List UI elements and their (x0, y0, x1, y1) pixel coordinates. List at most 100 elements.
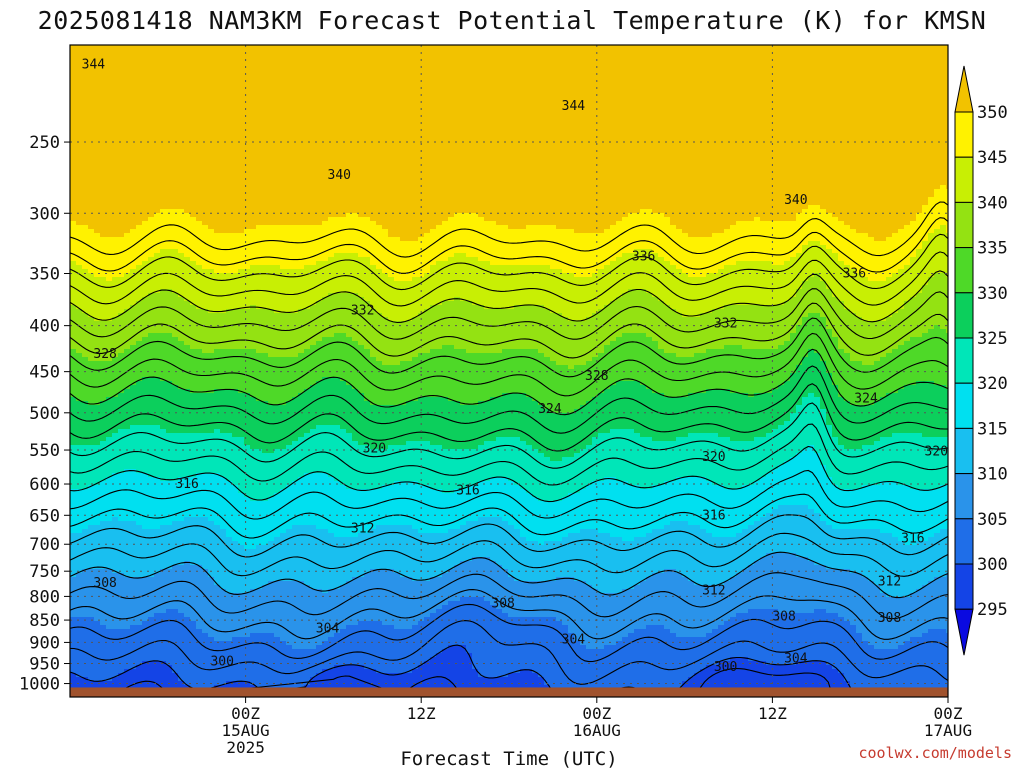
field-cell (820, 117, 827, 122)
field-cell (688, 165, 695, 170)
field-cell (646, 129, 653, 134)
field-cell (532, 81, 539, 86)
field-cell (184, 49, 191, 54)
field-cell (670, 81, 677, 86)
field-cell (772, 117, 779, 122)
field-cell (892, 121, 899, 126)
field-cell (316, 57, 323, 62)
field-cell (784, 93, 791, 98)
field-cell (298, 129, 305, 134)
field-cell (628, 89, 635, 94)
field-cell (430, 125, 437, 130)
field-cell (652, 53, 659, 58)
field-cell (748, 113, 755, 118)
field-cell (400, 145, 407, 150)
field-cell (748, 153, 755, 158)
field-cell (676, 141, 683, 146)
field-cell (136, 89, 143, 94)
field-cell (622, 173, 629, 178)
field-cell (556, 117, 563, 122)
field-cell (88, 169, 95, 174)
field-cell (886, 109, 893, 114)
field-cell (316, 121, 323, 126)
field-cell (460, 81, 467, 86)
field-cell (616, 133, 623, 138)
field-cell (676, 121, 683, 126)
field-cell (904, 173, 911, 178)
field-cell (802, 77, 809, 82)
field-cell (688, 97, 695, 102)
field-cell (172, 49, 179, 54)
field-cell (898, 81, 905, 86)
field-cell (916, 117, 923, 122)
field-cell (574, 145, 581, 150)
field-cell (82, 153, 89, 158)
field-cell (448, 141, 455, 146)
field-cell (784, 109, 791, 114)
field-cell (904, 93, 911, 98)
field-cell (772, 177, 779, 182)
field-cell (226, 137, 233, 142)
field-cell (82, 93, 89, 98)
field-cell (268, 105, 275, 110)
field-cell (388, 129, 395, 134)
field-cell (154, 157, 161, 162)
field-cell (916, 93, 923, 98)
field-cell (340, 101, 347, 106)
field-cell (238, 133, 245, 138)
field-cell (682, 93, 689, 98)
field-cell (358, 77, 365, 82)
field-cell (760, 93, 767, 98)
field-cell (442, 137, 449, 142)
field-cell (274, 133, 281, 138)
field-cell (112, 101, 119, 106)
field-cell (544, 149, 551, 154)
field-cell (490, 61, 497, 66)
field-cell (886, 153, 893, 158)
field-cell (802, 81, 809, 86)
field-cell (214, 57, 221, 62)
field-cell (490, 157, 497, 162)
field-cell (196, 77, 203, 82)
field-cell (316, 173, 323, 178)
field-cell (418, 173, 425, 178)
field-cell (676, 105, 683, 110)
field-cell (460, 113, 467, 118)
field-cell (766, 89, 773, 94)
field-cell (808, 165, 815, 170)
field-cell (814, 77, 821, 82)
field-cell (418, 157, 425, 162)
field-cell (322, 49, 329, 54)
field-cell (334, 69, 341, 74)
field-cell (550, 117, 557, 122)
field-cell (142, 169, 149, 174)
field-cell (142, 141, 149, 146)
field-cell (412, 57, 419, 62)
field-cell (502, 149, 509, 154)
field-cell (178, 105, 185, 110)
field-cell (262, 113, 269, 118)
field-cell (70, 65, 77, 70)
field-cell (688, 109, 695, 114)
field-cell (136, 177, 143, 182)
field-cell (442, 57, 449, 62)
field-cell (220, 73, 227, 78)
field-cell (514, 105, 521, 110)
field-cell (364, 73, 371, 78)
field-cell (214, 129, 221, 134)
field-cell (442, 61, 449, 66)
field-cell (538, 153, 545, 158)
field-cell (946, 165, 948, 170)
field-cell (712, 153, 719, 158)
field-cell (190, 133, 197, 138)
field-cell (70, 117, 77, 122)
field-cell (244, 133, 251, 138)
field-cell (136, 85, 143, 90)
field-cell (160, 49, 167, 54)
field-cell (850, 65, 857, 70)
field-cell (736, 109, 743, 114)
field-cell (136, 101, 143, 106)
field-cell (322, 133, 329, 138)
field-cell (502, 49, 509, 54)
field-cell (190, 45, 197, 50)
